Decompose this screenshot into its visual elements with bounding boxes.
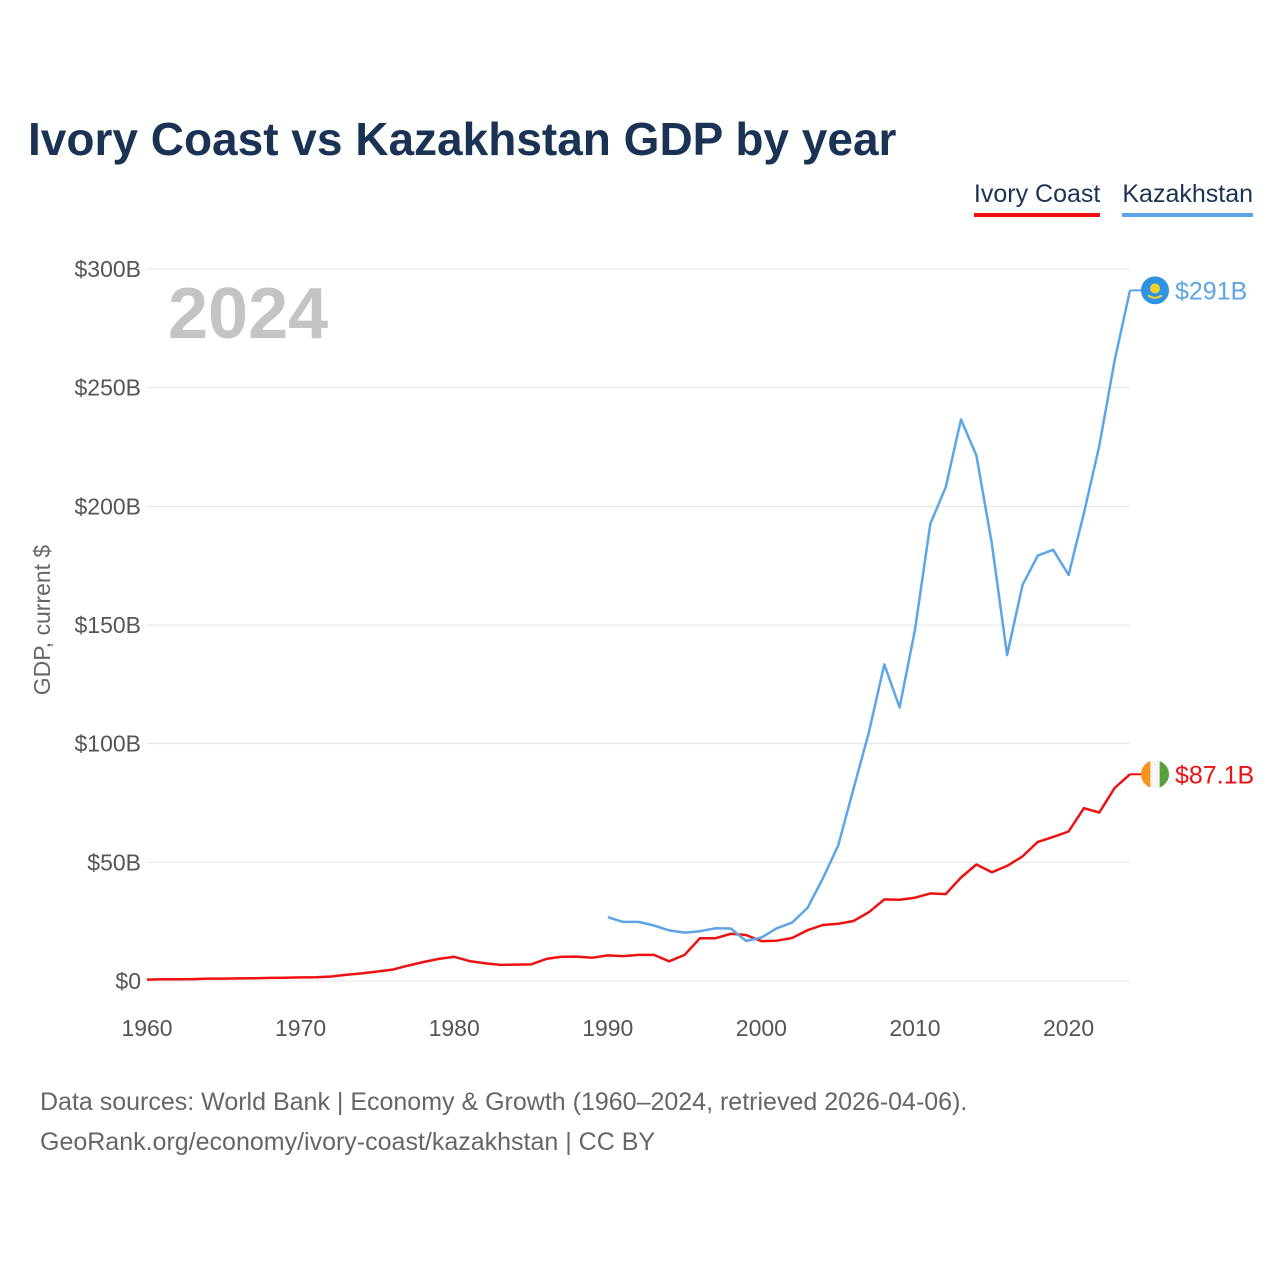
x-axis-ticks: 1960 1970 1980 1990 2000 2010 2020 xyxy=(121,1015,1094,1041)
end-label-kazakhstan: $291B xyxy=(1175,277,1247,305)
y-tick-label-150: $150B xyxy=(74,612,141,638)
source-url[interactable]: GeoRank.org/economy/ivory-coast/kazakhst… xyxy=(40,1128,656,1156)
x-tick-label-2000: 2000 xyxy=(736,1015,787,1041)
y-tick-label-100: $100B xyxy=(74,731,141,757)
gridlines xyxy=(147,268,1130,982)
x-tick-label-1980: 1980 xyxy=(429,1015,480,1041)
series-line-kazakhstan xyxy=(607,290,1132,943)
x-tick-label-1990: 1990 xyxy=(582,1015,633,1041)
flag-icon-kazakhstan xyxy=(1141,276,1169,305)
footer: Data sources: World Bank | Economy & Gro… xyxy=(40,1082,967,1162)
end-markers: $87.1B $291B xyxy=(1130,276,1254,789)
flag-icon-ivory-coast xyxy=(1141,760,1169,789)
legend: Ivory Coast Kazakhstan xyxy=(973,180,1253,217)
x-tick-label-1960: 1960 xyxy=(121,1015,172,1041)
y-tick-label-0: $0 xyxy=(115,968,141,994)
x-tick-label-2020: 2020 xyxy=(1043,1015,1094,1041)
y-tick-label-50: $50B xyxy=(87,849,141,875)
legend-ivory-coast[interactable]: Ivory Coast xyxy=(973,180,1101,217)
series-line-ivory-coast xyxy=(146,773,1131,981)
y-tick-label-200: $200B xyxy=(74,493,141,519)
y-axis-label: GDP, current $ xyxy=(29,545,55,696)
source-note: Data sources: World Bank | Economy & Gro… xyxy=(40,1088,968,1116)
chart-title: Ivory Coast vs Kazakhstan GDP by year xyxy=(28,113,897,165)
y-tick-label-250: $250B xyxy=(74,375,141,401)
x-tick-label-2010: 2010 xyxy=(889,1015,940,1041)
legend-kazakhstan[interactable]: Kazakhstan xyxy=(1122,180,1253,217)
series-lines xyxy=(146,290,1132,981)
end-label-ivory-coast: $87.1B xyxy=(1175,761,1254,789)
y-tick-label-300: $300B xyxy=(74,256,141,282)
line-chart: $0 $50B $100B $150B $200B $250B $300B 1960 1970… xyxy=(29,256,1254,1041)
x-tick-label-1970: 1970 xyxy=(275,1015,326,1041)
year-watermark: 2024 xyxy=(168,274,328,354)
y-axis-ticks: $0 $50B $100B $150B $200B $250B $300B xyxy=(74,256,141,994)
